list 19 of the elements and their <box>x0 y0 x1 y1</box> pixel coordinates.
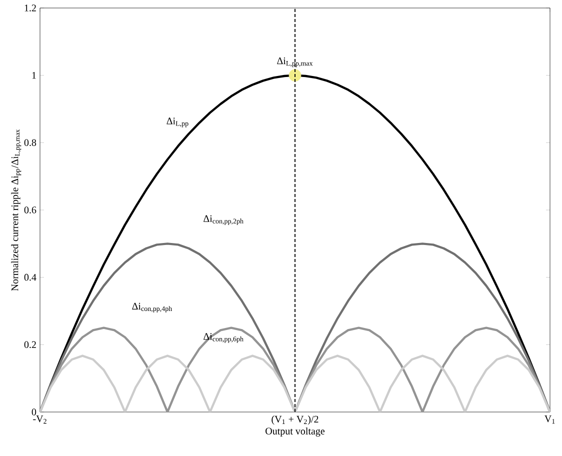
annotation: Δi$_{con,pp,6ph}$ <box>204 333 244 343</box>
y-axis-title: Normalized current ripple Δi$_{pp}$/Δi$_{L,pp,max}$ <box>11 129 22 291</box>
y-tick-label: 1 <box>32 72 36 79</box>
x-tick-label: V$_{1}$ <box>544 416 555 424</box>
annotation: Δi$_{con,pp,4ph}$ <box>132 302 172 312</box>
y-tick-label: 0.4 <box>24 274 36 281</box>
x-tick-label: -V$_{2}$ <box>33 416 46 424</box>
annotation: Δi$_{L,pp,max}$ <box>277 58 313 68</box>
y-tick-label: 0.6 <box>24 206 36 214</box>
x-axis-title: Output voltage <box>266 427 325 437</box>
annotation: Δi$_{L,pp}$ <box>166 118 188 128</box>
y-tick-label: 0.8 <box>24 139 36 146</box>
y-tick-label: 0 <box>32 408 36 416</box>
annotation: Δi$_{con,pp,2ph}$ <box>204 215 244 225</box>
y-tick-label: 0.2 <box>24 341 36 348</box>
y-tick-label: 1.2 <box>24 4 36 12</box>
x-tick-label: (V$_{1}$ + V$_{2}$)/2 <box>272 416 318 425</box>
line-series <box>40 326 550 412</box>
line-series <box>40 354 550 412</box>
